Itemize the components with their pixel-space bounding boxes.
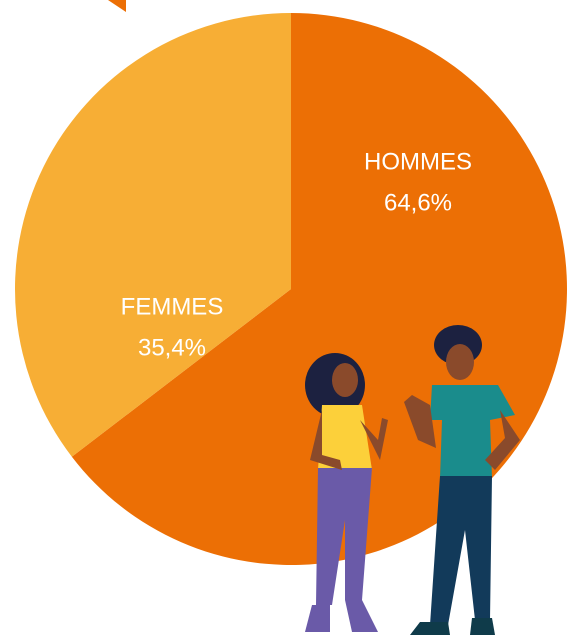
- value-label: 35,4%: [138, 334, 206, 361]
- decoration-arrow: [108, 0, 126, 12]
- label-femmes: FEMMES 35,4%: [121, 293, 224, 361]
- category-label: FEMMES: [121, 293, 224, 320]
- illustration-people: [305, 325, 520, 635]
- category-label: HOMMES: [364, 148, 472, 175]
- label-hommes: HOMMES 64,6%: [364, 148, 472, 216]
- value-label: 64,6%: [384, 189, 452, 216]
- pie-slice: [15, 13, 292, 457]
